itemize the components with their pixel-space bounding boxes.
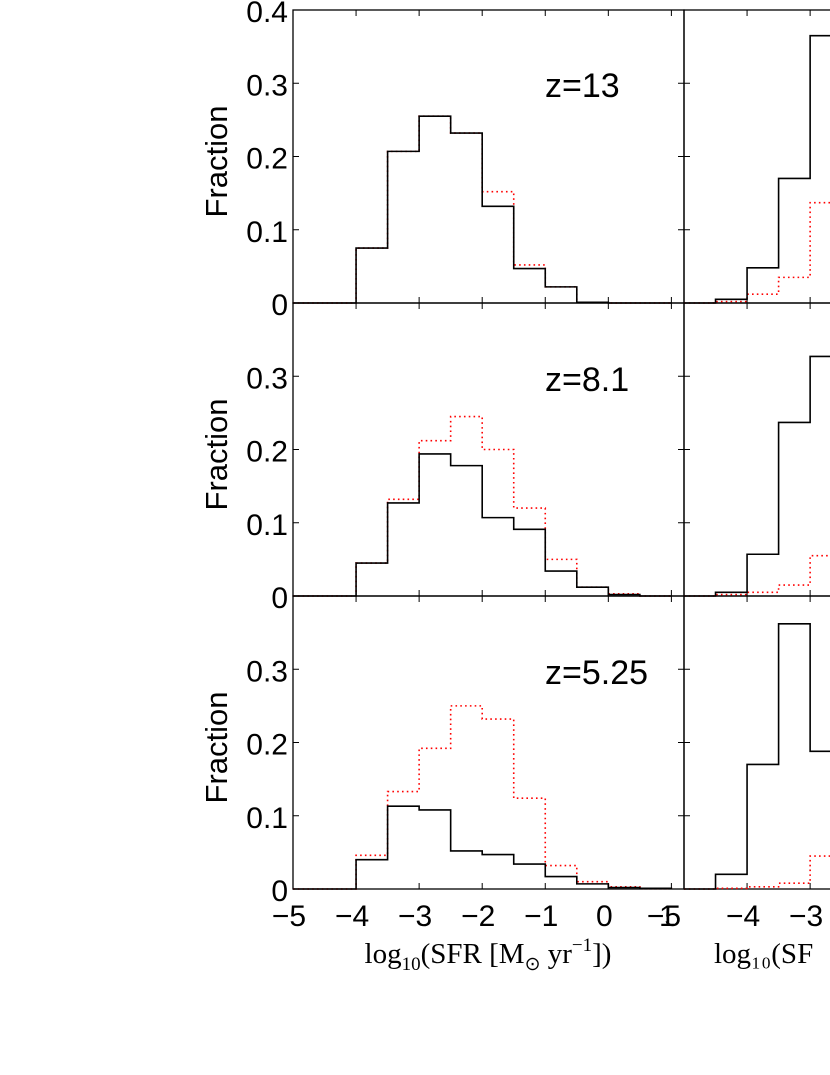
histogram-solid-series bbox=[684, 34, 830, 304]
histogram-solid-series bbox=[293, 805, 673, 890]
y-tick-label: 0.2 bbox=[246, 143, 288, 176]
histogram-dotted-series bbox=[293, 705, 673, 890]
y-tick-label: 0 bbox=[271, 582, 288, 615]
redshift-label: z=13 bbox=[545, 67, 620, 105]
panel-right-middle-cropped bbox=[683, 302, 830, 597]
x-tick-label-right: −4 bbox=[726, 900, 760, 933]
x-tick-label: 1 bbox=[659, 900, 676, 933]
y-tick-label: 0.1 bbox=[246, 216, 288, 249]
y-tick-label: 0 bbox=[271, 875, 288, 908]
y-axis-label: Fraction bbox=[199, 106, 234, 218]
redshift-label: z=5.25 bbox=[545, 654, 648, 692]
redshift-label: z=8.1 bbox=[545, 361, 629, 399]
panel-frame bbox=[292, 9, 685, 304]
x-tick-label: −1 bbox=[524, 900, 558, 933]
panel-left-top: z=13 0 0.1 0.2 0.3 0.4 Fraction bbox=[199, 0, 685, 322]
histogram-dotted-series bbox=[684, 554, 830, 597]
panel-right-bottom-cropped bbox=[683, 595, 830, 890]
histogram-solid-series bbox=[293, 115, 672, 304]
x-tick-label: −2 bbox=[461, 900, 495, 933]
panel-frame bbox=[683, 302, 830, 597]
panel-frame bbox=[292, 302, 685, 597]
y-tick-label: 0.2 bbox=[246, 436, 288, 469]
y-tick-label: 0.3 bbox=[246, 362, 288, 395]
y-tick-label: 0 bbox=[271, 289, 288, 322]
y-tick-label: 0.3 bbox=[246, 69, 288, 102]
panel-frame bbox=[292, 595, 685, 890]
x-axis-label-right: log₁₀(SF bbox=[714, 938, 813, 970]
panel-frame bbox=[683, 9, 830, 304]
histogram-dotted-series bbox=[684, 855, 830, 890]
y-tick-label: 0.2 bbox=[246, 729, 288, 762]
y-tick-label: 0.3 bbox=[246, 655, 288, 688]
x-tick-label: −5 bbox=[272, 900, 306, 933]
y-axis-label: Fraction bbox=[199, 399, 234, 511]
y-tick-label: 0.1 bbox=[246, 509, 288, 542]
x-tick-label: −3 bbox=[398, 900, 432, 933]
histogram-solid-series bbox=[684, 623, 830, 890]
x-tick-label-right: −3 bbox=[789, 900, 823, 933]
panel-frame bbox=[683, 595, 830, 890]
x-tick-label: 0 bbox=[596, 900, 613, 933]
x-tick-label: −4 bbox=[335, 900, 369, 933]
x-axis-label: log10(SFR [M⊙ yr−1]) bbox=[365, 935, 612, 975]
histogram-dotted-series bbox=[684, 201, 830, 304]
histogram-solid-series bbox=[293, 453, 672, 597]
panel-right-top-cropped bbox=[683, 9, 830, 304]
y-tick-label: 0.4 bbox=[246, 0, 288, 29]
y-axis-label: Fraction bbox=[199, 692, 234, 804]
y-tick-label: 0.1 bbox=[246, 802, 288, 835]
panel-left-middle: z=8.1 0 0.1 0.2 0.3 Fraction bbox=[199, 302, 685, 615]
histogram-solid-series bbox=[684, 355, 830, 597]
x-tick-label-right: −5 bbox=[647, 900, 681, 933]
panel-left-bottom: z=5.25 0 0.1 0.2 0.3 Fraction bbox=[199, 595, 685, 908]
